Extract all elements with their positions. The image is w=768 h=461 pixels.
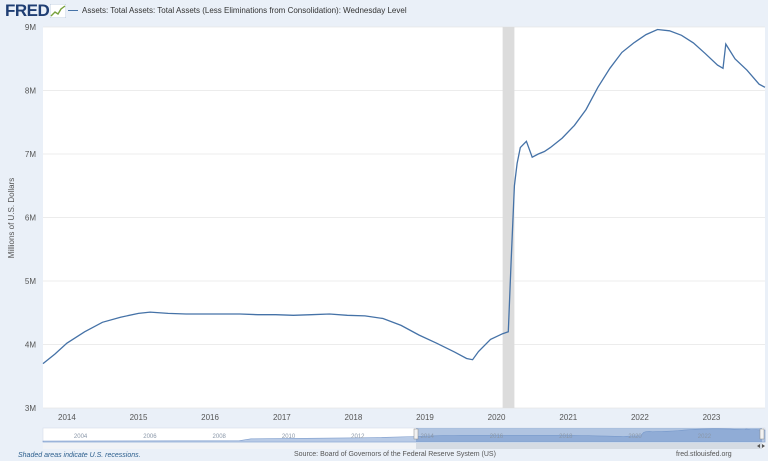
navigator-year-label: 2006: [143, 434, 157, 440]
y-tick-label: 9M: [25, 23, 36, 32]
x-tick-label: 2016: [201, 413, 219, 422]
series-line[interactable]: [42, 28, 766, 365]
y-tick-label: 4M: [25, 341, 36, 350]
y-tick-label: 5M: [25, 277, 36, 286]
site-credit[interactable]: fred.stlouisfed.org: [676, 451, 732, 458]
x-axis-tick-labels: 2014 2015 2016 2017 2018 2019 2020 2021 2022 2023: [58, 413, 721, 422]
navigator-year-label: 2010: [282, 434, 296, 440]
navigator-year-label: 2020: [628, 434, 642, 440]
navigator-year-labels: 2004 2006 2008 2010 2012 2014 2016 2018 2020 2022: [74, 434, 712, 440]
navigator-year-label: 2014: [421, 434, 435, 440]
y-tick-label: 6M: [25, 214, 36, 223]
x-tick-label: 2019: [416, 413, 434, 422]
source-credit[interactable]: Source: Board of Governors of the Federa…: [294, 451, 496, 458]
x-tick-label: 2017: [273, 413, 291, 422]
x-tick-label: 2020: [488, 413, 506, 422]
y-tick-label: 3M: [25, 404, 36, 413]
chart-header: FRED Assets: Total Assets: Total Assets …: [0, 0, 768, 22]
x-tick-label: 2015: [130, 413, 148, 422]
navigator-year-label: 2018: [559, 434, 573, 440]
x-tick-label: 2014: [58, 413, 76, 422]
navigator-year-label: 2022: [698, 434, 712, 440]
fred-logo-graph-icon: [50, 4, 67, 18]
x-tick-label: 2021: [559, 413, 577, 422]
navigator-year-label: 2008: [213, 434, 227, 440]
navigator-year-label: 2004: [74, 434, 88, 440]
time-navigator[interactable]: 2004 2006 2008 2010 2012 2014 2016 2018 2020 2022: [42, 427, 766, 449]
chart-footer: Shaded areas indicate U.S. recessions. S…: [0, 451, 768, 461]
x-tick-label: 2023: [703, 413, 721, 422]
recession-note: Shaded areas indicate U.S. recessions.: [18, 452, 141, 459]
legend-line-swatch: [68, 9, 78, 12]
gridlines: [43, 26, 765, 409]
y-axis-tick-labels: 3M 4M 5M 6M 7M 8M 9M: [25, 23, 36, 413]
y-axis-label: Millions of U.S. Dollars: [7, 178, 16, 258]
x-tick-label: 2022: [631, 413, 649, 422]
fred-logo[interactable]: FRED: [5, 1, 67, 20]
navigator-scrollbar-thumb[interactable]: [416, 443, 762, 449]
x-tick-label: 2018: [345, 413, 363, 422]
legend-label: Assets: Total Assets: Total Assets (Less…: [82, 6, 407, 15]
scroll-left-arrow-icon[interactable]: [757, 444, 760, 448]
y-tick-label: 7M: [25, 150, 36, 159]
navigator-year-label: 2012: [351, 434, 365, 440]
recession-band: [502, 27, 515, 408]
navigator-right-handle[interactable]: [759, 428, 765, 440]
scroll-right-arrow-icon[interactable]: [762, 444, 765, 448]
fred-logo-text: FRED: [5, 1, 50, 20]
navigator-year-label: 2016: [490, 434, 504, 440]
series-legend[interactable]: Assets: Total Assets: Total Assets (Less…: [68, 6, 407, 15]
navigator-selected-range[interactable]: [416, 428, 762, 442]
navigator-left-handle[interactable]: [413, 428, 419, 440]
y-tick-label: 8M: [25, 87, 36, 96]
navigator-scrollbar-track[interactable]: [43, 443, 765, 449]
recession-bands: [502, 27, 515, 408]
